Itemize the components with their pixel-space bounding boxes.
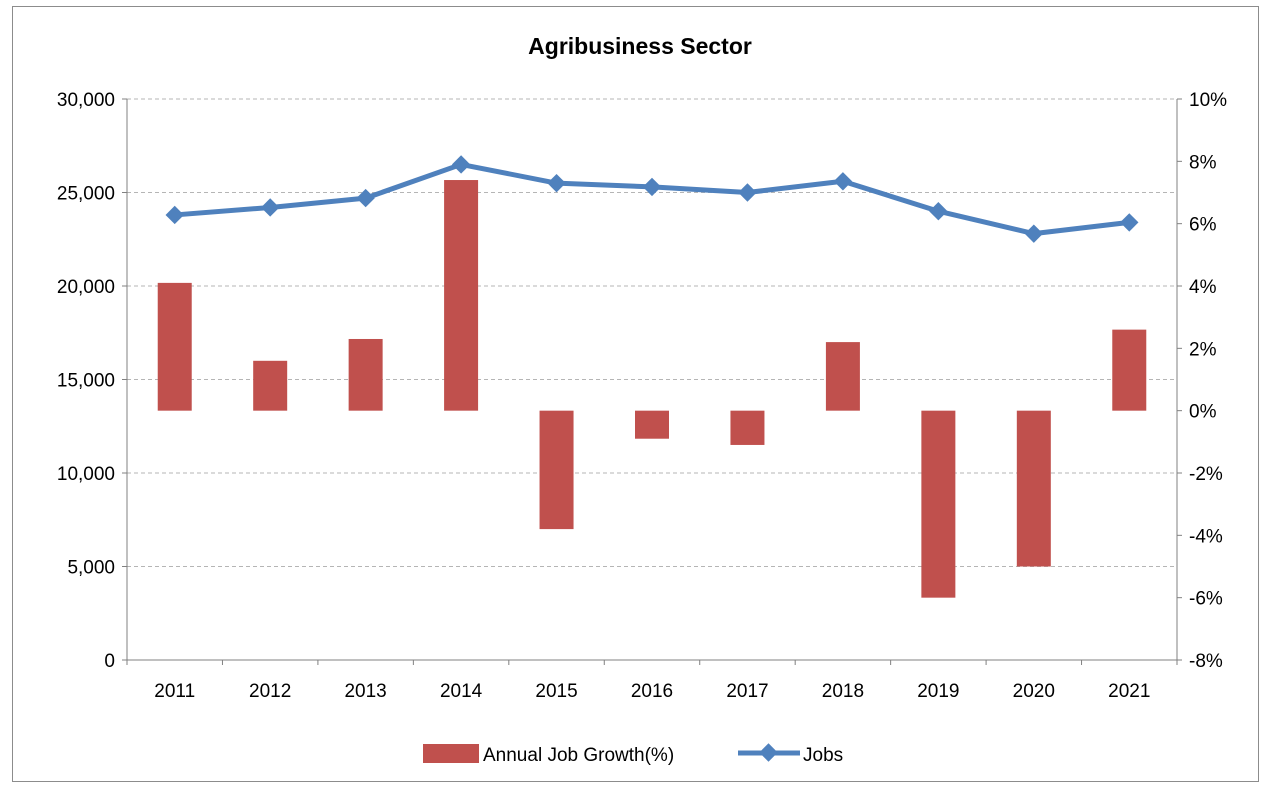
legend: Annual Job Growth(%) Jobs — [423, 743, 843, 766]
bar-2018 — [825, 342, 860, 411]
left-axis-labels: 0 5,000 10,000 15,000 20,000 25,000 30,000 — [57, 90, 115, 672]
x-tick-label: 2018 — [822, 681, 864, 702]
bar-2016 — [635, 410, 669, 439]
legend-label-jobs: Jobs — [803, 745, 843, 766]
left-tick-label: 30,000 — [57, 90, 115, 111]
right-tick-label: 2% — [1189, 339, 1217, 360]
jobs-point-2016 — [642, 177, 662, 197]
right-axis-labels: -8% -6% -4% -2% 0% 2% 4% 6% 8% 10% — [1189, 90, 1227, 672]
bar-2015 — [539, 410, 574, 530]
x-tick-label: 2017 — [726, 681, 768, 702]
jobs-series-line — [174, 161, 1130, 237]
jobs-point-2014 — [451, 155, 471, 174]
jobs-line — [165, 155, 1139, 243]
bar-2013 — [348, 338, 383, 411]
axes — [122, 98, 1182, 665]
bar-2014 — [444, 180, 479, 411]
left-tick-label: 10,000 — [57, 464, 115, 485]
left-tick-label: 20,000 — [57, 277, 115, 298]
chart-title: Agribusiness Sector — [528, 33, 752, 59]
x-tick-label: 2011 — [154, 681, 195, 702]
x-tick-label: 2016 — [631, 681, 673, 702]
x-axis-labels: 2011 2012 2013 2014 2015 2016 2017 2018 2019 2020… — [154, 681, 1150, 702]
bar-2021 — [1112, 329, 1147, 411]
left-tick-label: 0 — [104, 651, 115, 672]
jobs-point-2021 — [1120, 213, 1139, 232]
jobs-point-2019 — [929, 202, 948, 221]
bar-2019 — [921, 410, 956, 598]
bar-2020 — [1016, 410, 1051, 567]
left-tick-label: 15,000 — [57, 371, 115, 392]
jobs-point-2018 — [833, 172, 853, 191]
right-tick-label: -6% — [1189, 589, 1223, 610]
left-tick-label: 25,000 — [57, 184, 115, 205]
x-tick-label: 2015 — [535, 681, 577, 702]
chart-frame — [12, 6, 1259, 782]
right-tick-label: -4% — [1189, 526, 1223, 547]
right-tick-label: -8% — [1189, 651, 1223, 672]
bar-2017 — [730, 410, 765, 445]
legend-swatch-growth — [423, 744, 479, 763]
jobs-point-2012 — [260, 198, 280, 217]
jobs-point-2011 — [165, 205, 184, 225]
x-tick-label: 2014 — [440, 681, 483, 702]
x-tick-label: 2019 — [917, 681, 959, 702]
x-tick-label: 2012 — [249, 681, 291, 702]
right-tick-label: -2% — [1189, 464, 1223, 485]
legend-swatch-jobs-marker — [759, 743, 778, 762]
left-tick-label: 5,000 — [67, 558, 115, 579]
right-tick-label: 6% — [1189, 215, 1217, 236]
right-tick-label: 4% — [1189, 277, 1217, 298]
right-tick-label: 8% — [1189, 152, 1217, 173]
jobs-point-2017 — [738, 183, 757, 202]
jobs-point-2015 — [547, 173, 566, 193]
x-tick-label: 2021 — [1108, 681, 1150, 702]
jobs-point-2013 — [356, 188, 375, 208]
bar-2011 — [157, 282, 192, 411]
right-tick-label: 10% — [1189, 90, 1227, 111]
legend-label-growth: Annual Job Growth(%) — [483, 745, 674, 766]
right-tick-label: 0% — [1189, 402, 1217, 423]
x-tick-label: 2020 — [1013, 681, 1055, 702]
jobs-point-2020 — [1024, 224, 1044, 243]
growth-bars — [157, 180, 1147, 598]
x-tick-label: 2013 — [344, 681, 386, 702]
bar-2012 — [253, 360, 288, 411]
